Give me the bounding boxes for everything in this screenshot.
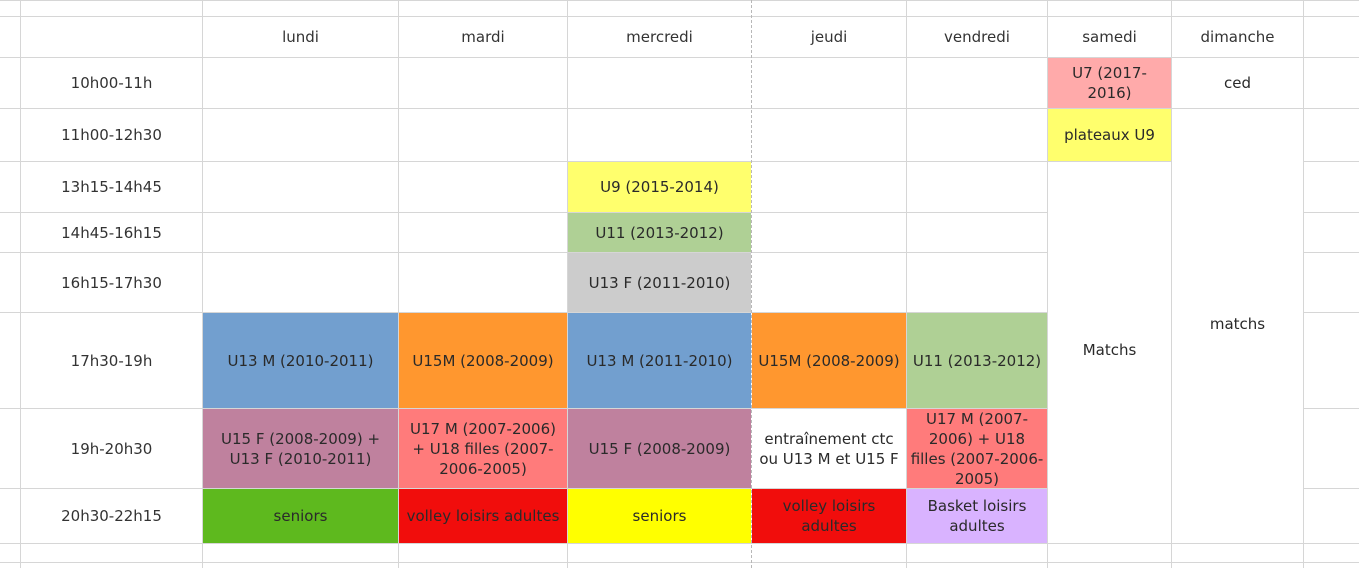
grid-row-line bbox=[0, 252, 1359, 253]
day-header-vendredi: vendredi bbox=[944, 28, 1010, 46]
day-header-mercredi: mercredi bbox=[626, 28, 693, 46]
time-label: 14h45-16h15 bbox=[61, 223, 162, 242]
slot-ven-u11: U11 (2013-2012) bbox=[907, 313, 1047, 408]
slot-dim-matchs: matchs bbox=[1172, 109, 1303, 543]
day-header-lundi: lundi bbox=[282, 28, 319, 46]
slot-sam-u7: U7 (2017-2016) bbox=[1048, 58, 1171, 108]
slot-ven-u17: U17 M (2007-2006) + U18 filles (2007-200… bbox=[907, 409, 1047, 488]
grid-row-line bbox=[0, 108, 1359, 109]
grid-col-line bbox=[1047, 0, 1048, 568]
grid-row-line bbox=[0, 212, 1359, 213]
grid-col-line bbox=[1171, 0, 1172, 568]
grid-row-line bbox=[0, 408, 1359, 409]
grid-col-line bbox=[20, 0, 21, 568]
time-label: 17h30-19h bbox=[70, 351, 153, 370]
slot-lun-seniors: seniors bbox=[203, 489, 398, 543]
grid-col-line bbox=[567, 0, 568, 568]
slot-lun-u13m: U13 M (2010-2011) bbox=[203, 313, 398, 408]
grid-row-line bbox=[0, 488, 1359, 489]
grid-col-line bbox=[751, 0, 752, 568]
grid-row-line bbox=[0, 0, 1359, 1]
grid-col-line bbox=[202, 0, 203, 568]
time-label: 10h00-11h bbox=[70, 74, 153, 92]
slot-mer-seniors: seniors bbox=[568, 489, 751, 543]
slot-mar-u17: U17 M (2007-2006) + U18 filles (2007-200… bbox=[399, 409, 567, 488]
slot-jeu-u15m: U15M (2008-2009) bbox=[752, 313, 906, 408]
day-header-mardi: mardi bbox=[461, 28, 505, 46]
time-label: 19h-20h30 bbox=[70, 439, 153, 458]
grid-row-line bbox=[0, 543, 1359, 544]
grid-row-line bbox=[0, 57, 1359, 58]
grid-row-line bbox=[0, 312, 1359, 313]
grid-col-line bbox=[906, 0, 907, 568]
slot-mer-u9: U9 (2015-2014) bbox=[568, 162, 751, 212]
time-label: 20h30-22h15 bbox=[61, 507, 162, 525]
slot-mar-volley: volley loisirs adultes bbox=[399, 489, 567, 543]
slot-mar-u15m: U15M (2008-2009) bbox=[399, 313, 567, 408]
slot-jeu-volley: volley loisirs adultes bbox=[752, 489, 906, 543]
time-label: 13h15-14h45 bbox=[61, 178, 162, 196]
slot-mer-u11: U11 (2013-2012) bbox=[568, 213, 751, 252]
grid-col-line bbox=[398, 0, 399, 568]
slot-lun-u15f: U15 F (2008-2009) + U13 F (2010-2011) bbox=[203, 409, 398, 488]
slot-jeu-ctc: entraînement ctc ou U13 M et U15 F bbox=[752, 409, 906, 488]
slot-sam-plateaux: plateaux U9 bbox=[1048, 109, 1171, 161]
grid-col-line bbox=[1303, 0, 1304, 568]
slot-mer-u15f: U15 F (2008-2009) bbox=[568, 409, 751, 488]
slot-ven-basket: Basket loisirs adultes bbox=[907, 489, 1047, 543]
slot-dim-ced: ced bbox=[1172, 58, 1303, 108]
slot-mer-u13m: U13 M (2011-2010) bbox=[568, 313, 751, 408]
grid-row-line bbox=[0, 562, 1359, 563]
time-label: 11h00-12h30 bbox=[61, 126, 162, 144]
grid-row-line bbox=[0, 161, 1359, 162]
slot-mer-u13f: U13 F (2011-2010) bbox=[568, 253, 751, 312]
time-label: 16h15-17h30 bbox=[61, 273, 162, 292]
day-header-dimanche: dimanche bbox=[1200, 28, 1275, 46]
day-header-samedi: samedi bbox=[1082, 28, 1137, 46]
grid-row-line bbox=[0, 16, 1359, 17]
day-header-jeudi: jeudi bbox=[810, 28, 848, 46]
slot-sam-matchs: Matchs bbox=[1048, 162, 1171, 543]
